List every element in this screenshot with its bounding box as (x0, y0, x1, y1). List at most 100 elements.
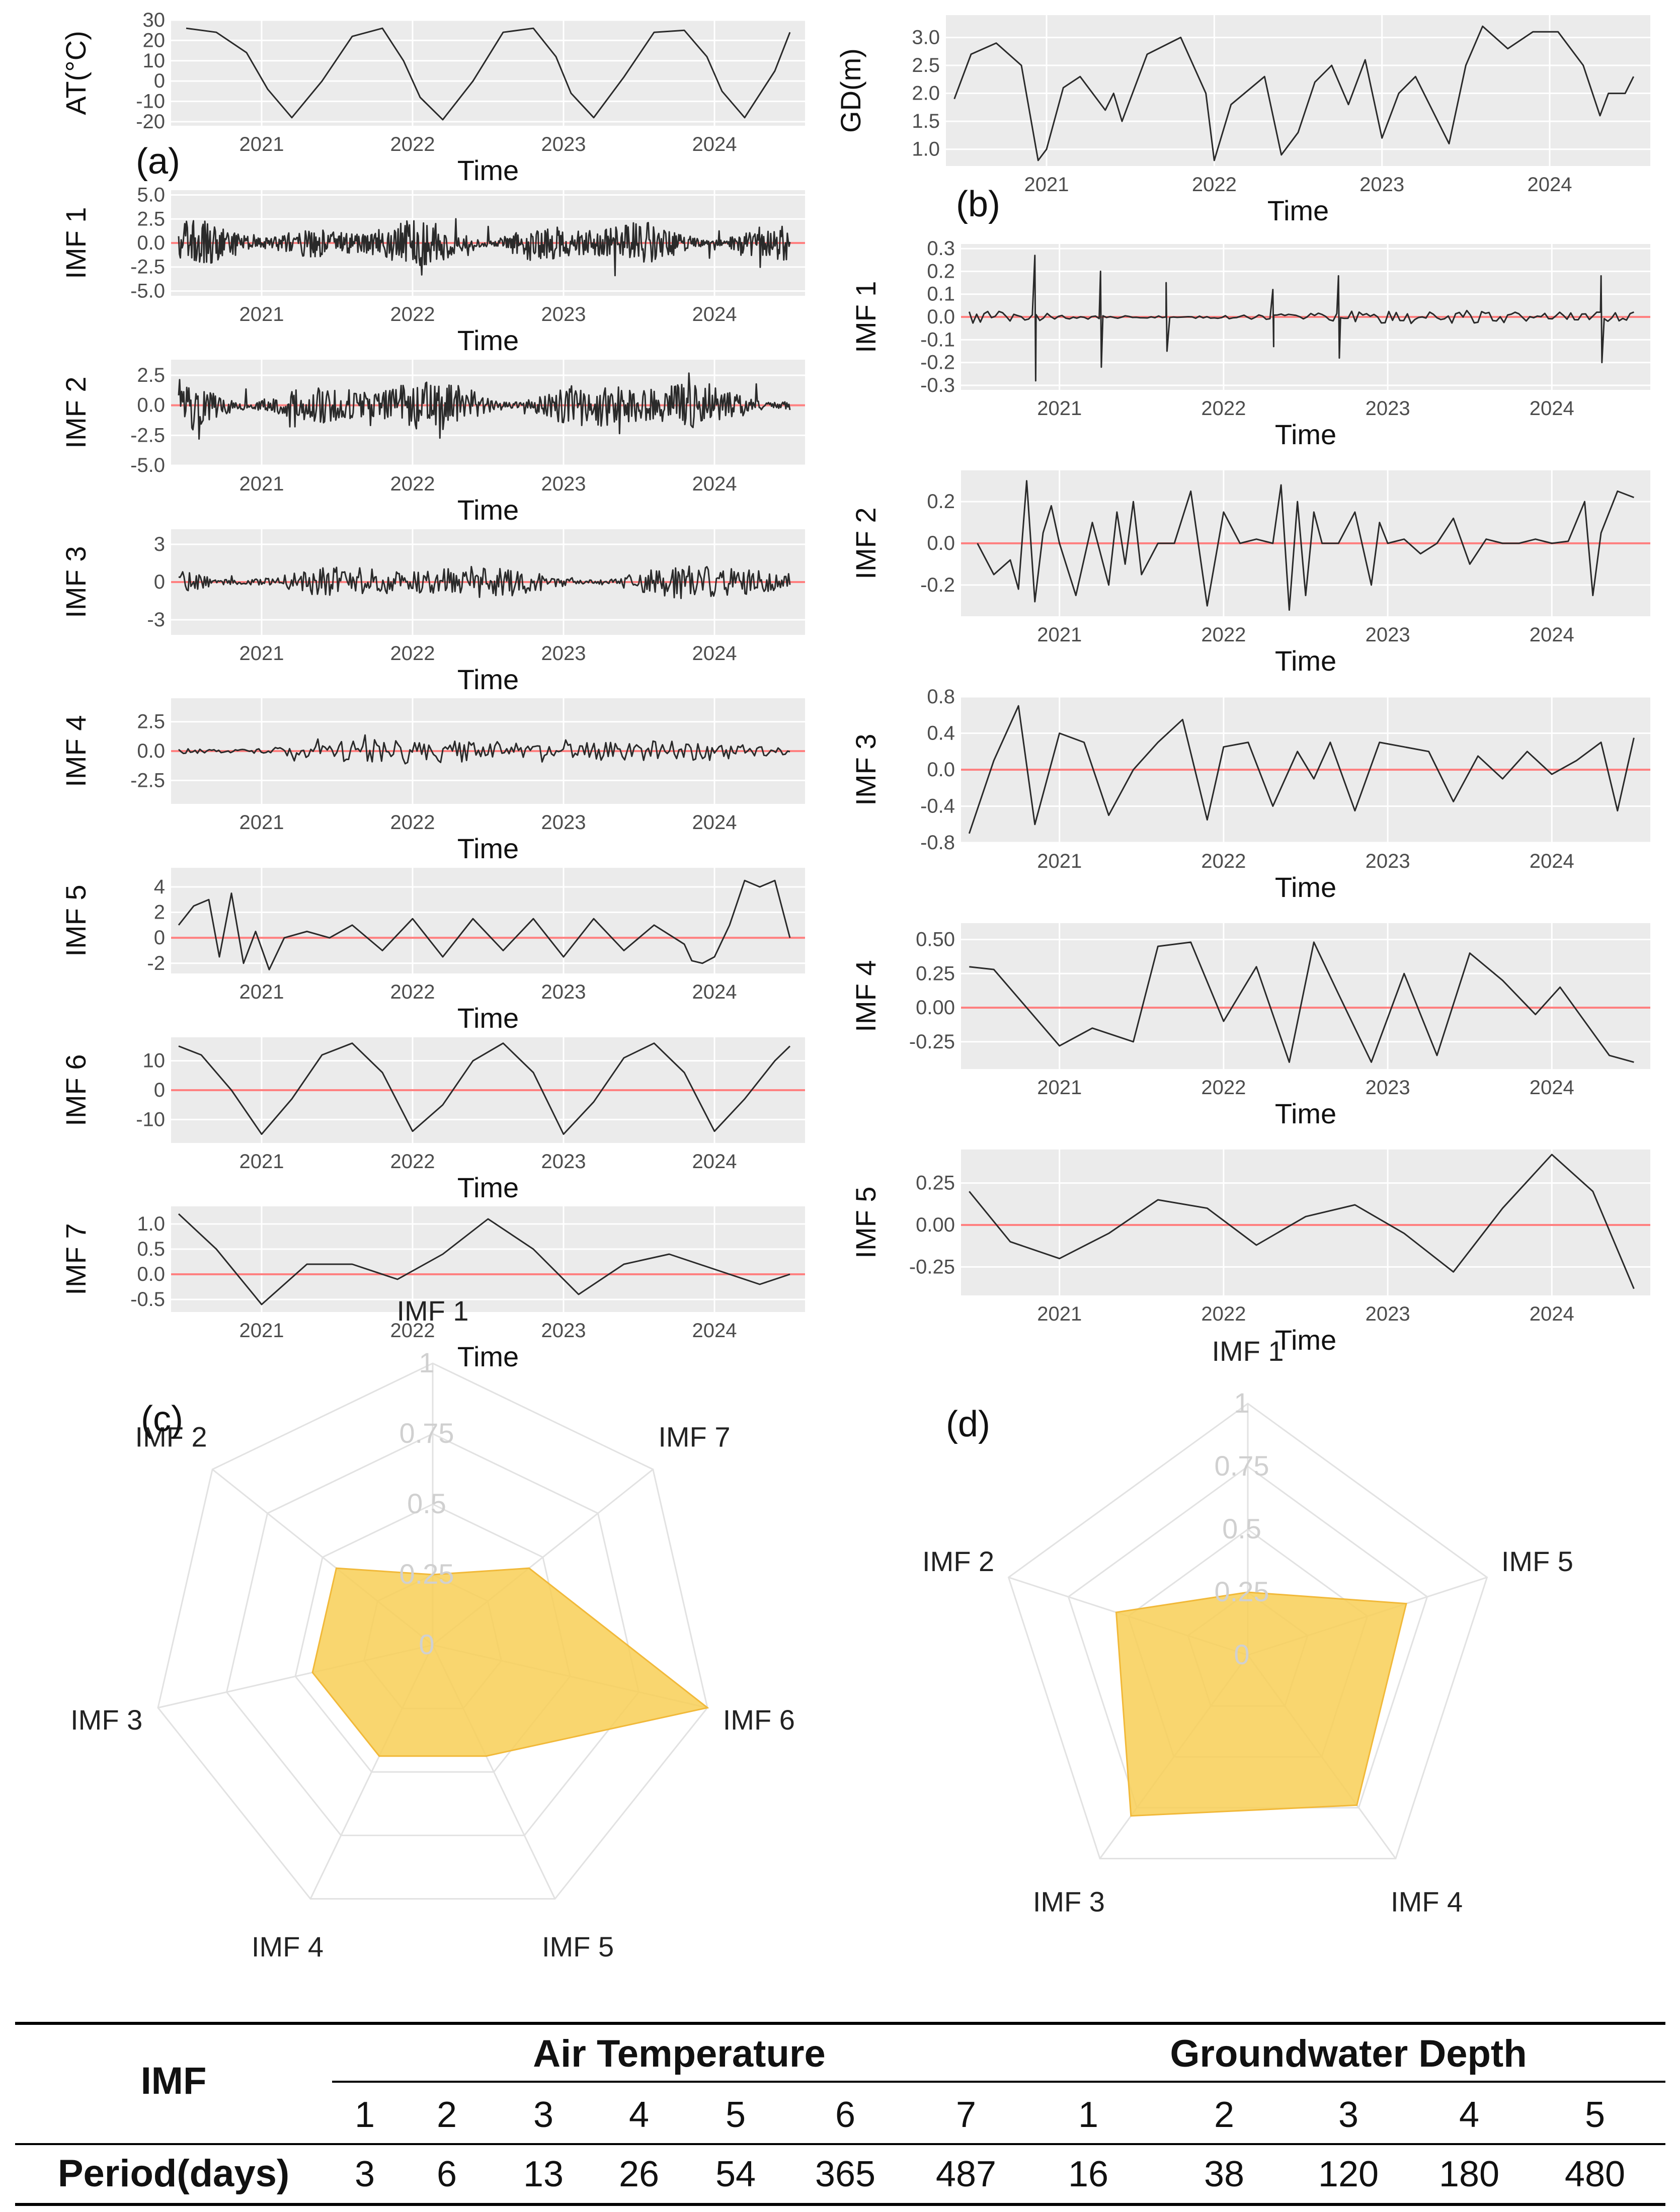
series-line (178, 1042, 791, 1135)
x-tick-label: 2021 (239, 303, 284, 325)
x-tick-label: 2021 (1024, 174, 1069, 196)
table-at-imf-index: 3 (533, 2095, 553, 2135)
series-line (969, 1154, 1635, 1289)
y-axis-title: IMF 1 (850, 281, 882, 353)
x-tick-label: 2023 (1366, 624, 1410, 646)
series-line (186, 27, 791, 121)
radar-ring-label: 0.5 (407, 1488, 446, 1519)
y-tick-label: 5.0 (137, 184, 165, 206)
table-gd-imf-index: 5 (1585, 2095, 1605, 2135)
y-tick-label: 0.00 (916, 997, 955, 1019)
table-at-period: 487 (936, 2154, 996, 2194)
x-tick-label: 2023 (541, 303, 586, 325)
y-tick-label: -20 (136, 111, 165, 133)
y-axis-title: IMF 6 (60, 1054, 92, 1126)
series-line (178, 734, 790, 765)
x-axis-title: Time (457, 154, 519, 186)
table-gd-period: 180 (1439, 2154, 1499, 2194)
x-axis-title: Time (457, 664, 519, 695)
y-tick-label: -3 (147, 609, 165, 631)
radar-grid-ring (1007, 1403, 1488, 1859)
x-tick-label: 2022 (390, 303, 435, 325)
radar-axis-label: IMF 1 (396, 1295, 468, 1327)
table-gd-imf-index: 1 (1078, 2095, 1098, 2135)
radar-grid-ring (294, 1503, 571, 1773)
table-at-imf-index: 1 (355, 2095, 375, 2135)
table-gd-imf-index: 3 (1338, 2095, 1358, 2135)
x-tick-label: 2022 (1201, 1077, 1246, 1099)
y-tick-label: 0.0 (927, 759, 955, 781)
table-at-imf-index: 4 (629, 2095, 649, 2135)
y-tick-label: 2.5 (137, 711, 165, 733)
y-tick-label: 1.0 (137, 1213, 165, 1235)
y-axis-title: IMF 1 (60, 207, 92, 279)
radar-ring-label: 0.25 (1215, 1576, 1269, 1607)
table-period-label: Period(days) (58, 2152, 289, 2195)
x-tick-label: 2022 (1201, 397, 1246, 420)
y-tick-label: 0 (154, 1079, 165, 1101)
y-axis-title: GD(m) (835, 48, 866, 133)
y-axis-title: IMF 3 (850, 733, 882, 805)
ts-panel-a6: 10 0 -10 2021 2022 2023 2024 Time IMF 6 (60, 1037, 805, 1203)
radar-grid-ring (157, 1362, 708, 1900)
x-tick-label: 2024 (692, 303, 737, 325)
radar-axis-label: IMF 4 (252, 1931, 324, 1962)
y-tick-label: 30 (143, 9, 166, 31)
x-tick-label: 2021 (1037, 397, 1082, 420)
table-at-period: 3 (355, 2154, 375, 2194)
table-at-imf-index: 5 (726, 2095, 746, 2135)
y-tick-label: -0.1 (920, 329, 955, 351)
x-tick-label: 2024 (692, 1151, 737, 1173)
y-tick-label: 2 (154, 902, 165, 924)
series-line (178, 879, 791, 970)
x-tick-label: 2024 (692, 811, 737, 834)
x-tick-label: 2022 (390, 811, 435, 834)
panel-tag: (a) (136, 141, 180, 182)
x-tick-label: 2024 (692, 133, 737, 155)
y-tick-label: 0.8 (927, 686, 955, 708)
y-tick-label: 3 (154, 533, 165, 555)
table-at-period: 365 (815, 2154, 875, 2194)
x-tick-label: 2024 (1528, 174, 1572, 196)
table-at-period: 6 (437, 2154, 457, 2194)
x-axis-title: Time (457, 833, 519, 864)
radar-ring-label: 1 (419, 1347, 434, 1378)
ts-panel-b0: 3.0 2.5 2.0 1.5 1.0 2021 2022 2023 2024 Time GD(m)… (835, 15, 1650, 226)
plot-background (171, 20, 805, 126)
radar-axis-label: IMF 7 (658, 1421, 730, 1452)
x-axis-title: Time (457, 1002, 519, 1034)
x-tick-label: 2022 (390, 473, 435, 495)
x-tick-label: 2021 (239, 642, 284, 665)
x-tick-label: 2024 (1530, 850, 1574, 872)
x-tick-label: 2021 (239, 981, 284, 1003)
x-tick-label: 2024 (1530, 1077, 1574, 1099)
period-table: IMF Air Temperature Groundwater Depth Pe… (15, 2022, 1665, 2206)
y-axis-title: IMF 4 (850, 960, 882, 1032)
x-tick-label: 2022 (390, 981, 435, 1003)
ts-panel-a4: 2.5 0.0 -2.5 2021 2022 2023 2024 Time IMF 4 (60, 698, 805, 864)
panel-tag: (c) (141, 1399, 183, 1439)
y-tick-label: -0.2 (920, 352, 955, 374)
panel-tag: (b) (956, 184, 1000, 224)
y-axis-title: IMF 5 (60, 884, 92, 956)
x-tick-label: 2021 (239, 811, 284, 834)
x-axis-title: Time (457, 494, 519, 526)
radar-ring-label: 0 (1234, 1638, 1249, 1670)
x-tick-label: 2021 (1037, 850, 1082, 872)
radar-ring-label: 0.75 (1215, 1450, 1269, 1482)
y-tick-label: 0 (154, 70, 165, 92)
y-tick-label: 0.2 (927, 260, 955, 282)
plot-background (171, 1206, 805, 1312)
x-tick-label: 2021 (1037, 624, 1082, 646)
x-tick-label: 2024 (1530, 624, 1574, 646)
y-tick-label: 0.0 (137, 232, 165, 254)
radar-charts: 1 0.75 0.5 0.25 0 IMF 1 IMF 7 IMF 6 IMF 5 IMF 4 IM… (70, 1295, 1573, 1962)
x-tick-label: 2024 (692, 473, 737, 495)
y-tick-label: -0.8 (920, 832, 955, 854)
y-tick-label: 0.3 (927, 237, 955, 260)
y-tick-label: 2.0 (912, 83, 940, 105)
radar-ring-label: 0 (419, 1628, 434, 1660)
table-cells: 1 2 3 4 5 6 7 1 2 3 4 5 3 6 13 26 54 365 487 16 38 120 180 480 (355, 2095, 1625, 2194)
